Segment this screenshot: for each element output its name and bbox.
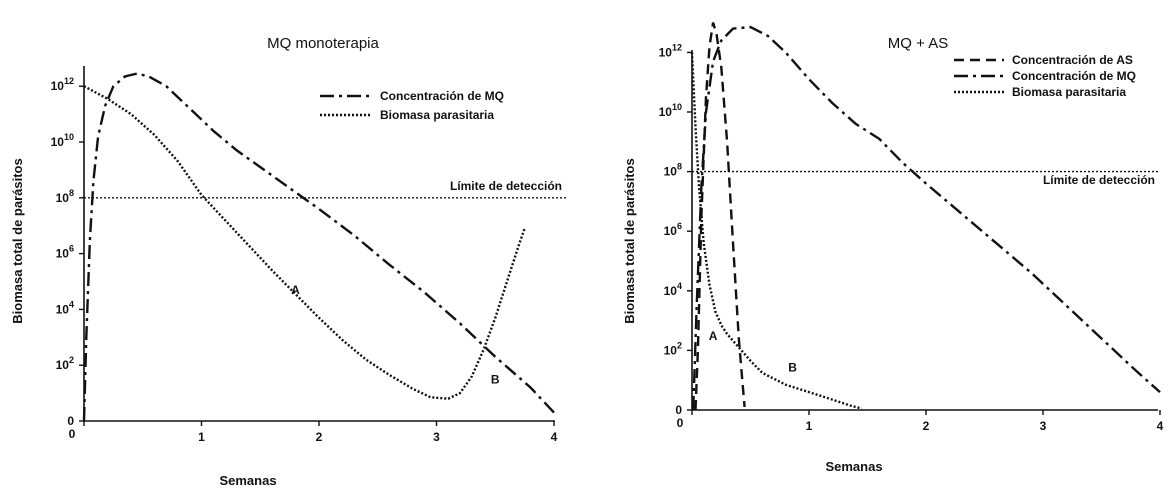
chart-1-y-tick-exponent: 8 — [69, 188, 74, 198]
chart-1-y-tick-base: 10 — [56, 247, 70, 261]
chart-2-title: MQ + AS — [888, 35, 948, 52]
chart-1-y-tick-label: 0 — [67, 414, 74, 428]
chart-2-x-tick-label: 1 — [806, 419, 813, 433]
chart-2-annotation-B: B — [788, 360, 797, 374]
chart-1-title: MQ monoterapia — [267, 35, 379, 52]
chart-2-y-tick-label: 108 — [664, 162, 682, 179]
chart-1-y-tick-base: 10 — [51, 135, 65, 149]
chart-2-y-tick-label: 106 — [664, 221, 682, 238]
chart-2-y-tick-label: 104 — [664, 281, 682, 298]
chart-1-y-tick-label: 102 — [56, 355, 74, 372]
chart-1-y-tick-label: 1010 — [51, 132, 74, 149]
chart-1-x-tick-label: 2 — [316, 430, 323, 444]
chart-2-y-tick-exponent: 4 — [677, 281, 682, 291]
chart-2-y-tick-exponent: 6 — [677, 221, 682, 231]
chart-2-y-axis-label: Biomasa total de parásitos — [622, 158, 637, 323]
chart-2-y-tick-base: 10 — [664, 165, 678, 179]
chart-2-y-tick-label: 102 — [664, 340, 682, 357]
chart-1-y-tick-base: 10 — [56, 358, 70, 372]
chart-1-y-tick-base: 10 — [56, 302, 70, 316]
chart-2-series-1-line — [694, 22, 746, 411]
chart-2-y-tick-exponent: 10 — [672, 102, 682, 112]
chart-1-annotation-A: A — [291, 283, 300, 297]
chart-1-legend-label: Concentración de MQ — [380, 89, 504, 103]
chart-2-y-tick-label: 1012 — [659, 42, 682, 59]
chart-1-x-tick-label: 4 — [551, 430, 558, 444]
chart-2-annotation-A: A — [709, 329, 718, 343]
chart-1-series-2-line — [83, 85, 526, 400]
chart-2-y-tick-label: 0 — [675, 403, 682, 417]
chart-2-y-tick-base: 0 — [675, 403, 682, 417]
chart-2-x-tick-label: 2 — [923, 419, 930, 433]
chart-2-legend-label: Biomasa parasitaria — [1012, 85, 1126, 99]
chart-1-x-tick-label: 3 — [433, 430, 440, 444]
chart-1-series-1-line — [82, 72, 555, 422]
chart-2-series-3-line — [690, 52, 862, 410]
chart-2-y-tick-base: 10 — [664, 284, 678, 298]
chart-1-detection-limit-label: Límite de detección — [450, 179, 562, 193]
chart-1-y-tick-exponent: 2 — [69, 355, 74, 365]
chart-2-x-tick-label: 4 — [1157, 419, 1164, 433]
chart-2-legend-label: Concentración de MQ — [1012, 69, 1136, 83]
chart-1-y-axis-label: Biomasa total de parásitos — [10, 158, 25, 323]
chart-2-legend-label: Concentración de AS — [1012, 53, 1133, 67]
chart-1-y-tick-label: 106 — [56, 244, 74, 261]
chart-2-detection-limit-label: Límite de detección — [1043, 173, 1155, 187]
chart-1-x-tick-label: 1 — [198, 430, 205, 444]
chart-2-y-tick-exponent: 2 — [677, 340, 682, 350]
chart-1-y-tick-label: 108 — [56, 188, 74, 205]
chart-2-x-tick-label: 0 — [677, 416, 684, 430]
chart-1-annotation-B: B — [491, 372, 500, 386]
chart-1-x-tick-label: 0 — [69, 427, 76, 441]
chart-1-y-tick-exponent: 10 — [64, 132, 74, 142]
chart-2-y-tick-label: 1010 — [659, 102, 682, 119]
chart-2-series-2-line — [692, 25, 1161, 411]
chart-1-y-tick-exponent: 6 — [69, 244, 74, 254]
chart-1-legend-label: Biomasa parasitaria — [380, 108, 494, 122]
chart-2-x-axis-label: Semanas — [825, 459, 882, 474]
chart-2-y-tick-base: 10 — [659, 45, 673, 59]
chart-1-y-tick-exponent: 12 — [64, 76, 74, 86]
chart-2-y-tick-base: 10 — [659, 105, 673, 119]
chart-2-y-tick-base: 10 — [664, 343, 678, 357]
chart-1-y-tick-exponent: 4 — [69, 299, 74, 309]
chart-1-y-tick-label: 1012 — [51, 76, 74, 93]
chart-1-y-tick-base: 0 — [67, 414, 74, 428]
chart-1-y-tick-base: 10 — [51, 79, 65, 93]
chart-2-y-tick-base: 10 — [664, 224, 678, 238]
chart-1-y-tick-base: 10 — [56, 191, 70, 205]
chart-1-x-axis-label: Semanas — [219, 473, 276, 488]
chart-2-y-tick-exponent: 12 — [672, 42, 682, 52]
chart-2-x-tick-label: 3 — [1040, 419, 1047, 433]
chart-1-y-tick-label: 104 — [56, 299, 74, 316]
chart-2-y-tick-exponent: 8 — [677, 162, 682, 172]
